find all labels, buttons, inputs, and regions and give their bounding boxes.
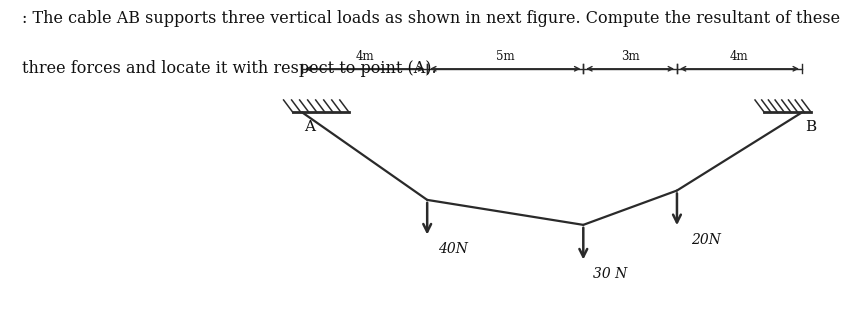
Text: : The cable AB supports three vertical loads as shown in next figure. Compute th: : The cable AB supports three vertical l… [22,10,840,27]
Text: 5m: 5m [496,50,514,63]
Text: three forces and locate it with respect to point (A).: three forces and locate it with respect … [22,60,436,77]
Text: 20N: 20N [691,233,721,247]
Text: 4m: 4m [355,50,374,63]
Text: A: A [304,120,315,134]
Text: 3m: 3m [621,50,639,63]
Text: 40N: 40N [438,242,468,256]
Text: B: B [805,120,816,134]
Text: 30 N: 30 N [592,267,627,281]
Text: 4m: 4m [730,50,749,63]
